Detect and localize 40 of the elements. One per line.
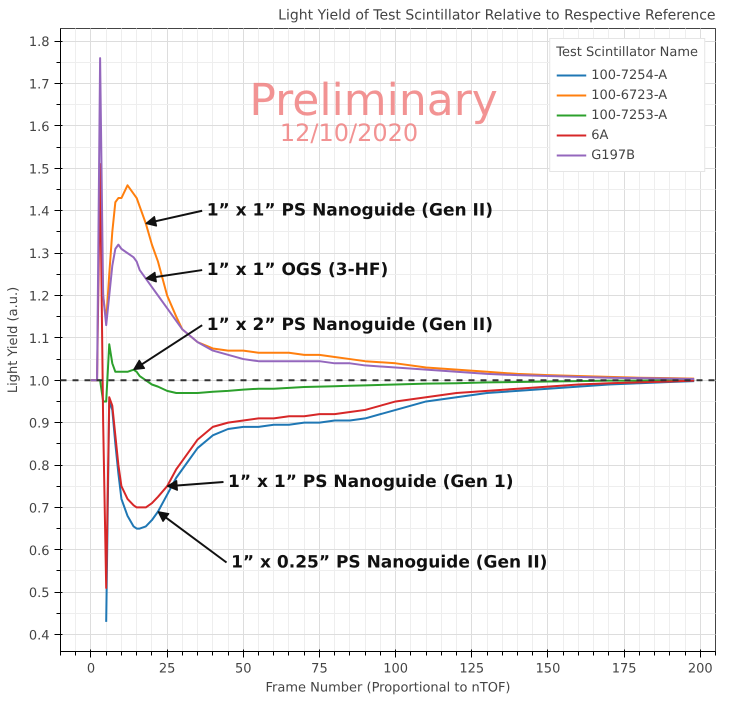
y-tick-label: 1.8 [28, 35, 50, 50]
y-tick-label: 0.5 [28, 586, 50, 602]
legend-label: 100-7254-A [591, 68, 668, 82]
y-tick-label: 1.5 [28, 162, 50, 178]
x-tick-label: 200 [688, 662, 713, 676]
chart-title: Light Yield of Test Scintillator Relative to Respective Reference [278, 8, 716, 24]
legend-label: 6A [591, 128, 610, 142]
legend-title: Test Scintillator Name [556, 45, 698, 60]
y-tick-label: 0.4 [28, 628, 50, 644]
y-tick-label: 0.8 [28, 459, 50, 474]
legend-label: 100-7253-A [591, 108, 668, 122]
annotation: 1” x 1” PS Nanoguide (Gen II) [206, 200, 493, 221]
annotation: 1” x 1” PS Nanoguide (Gen 1) [228, 472, 514, 492]
line-series [90, 57, 696, 382]
y-tick-label: 1.0 [28, 374, 50, 390]
annotation: 1” x 1” OGS (3-HF) [206, 260, 388, 280]
legend-label: G197B [591, 148, 636, 162]
y-tick-label: 1.6 [28, 120, 50, 135]
annotation: 1” x 2” PS Nanoguide (Gen II) [206, 315, 493, 336]
y-tick-label: 1.4 [28, 204, 50, 220]
annotation: 1” x 0.25” PS Nanoguide (Gen II) [231, 552, 548, 572]
x-tick-label: 175 [612, 662, 637, 676]
x-tick-label: 125 [459, 662, 484, 676]
y-tick-label: 1.2 [28, 290, 50, 304]
y-tick-label: 1.1 [28, 332, 50, 347]
y-tick-label: 0.9 [28, 416, 50, 432]
y-axis-title: Light Yield (a.u.) [6, 286, 21, 394]
x-tick-label: 0 [86, 662, 96, 676]
x-tick-label: 150 [536, 662, 560, 676]
y-tick-label: 0.7 [28, 501, 50, 516]
x-axis-title: Frame Number (Proportional to nTOF) [266, 680, 511, 696]
y-tick-label: 1.7 [28, 78, 50, 93]
line-series [105, 380, 696, 623]
legend-label: 100-6723-A [591, 88, 668, 102]
y-tick-label: 1.3 [28, 247, 50, 262]
x-tick-label: 75 [311, 662, 328, 676]
x-tick-label: 25 [158, 662, 176, 676]
x-tick-label: 50 [235, 662, 252, 676]
y-tick-label: 0.6 [28, 544, 50, 559]
x-tick-label: 100 [383, 662, 408, 676]
